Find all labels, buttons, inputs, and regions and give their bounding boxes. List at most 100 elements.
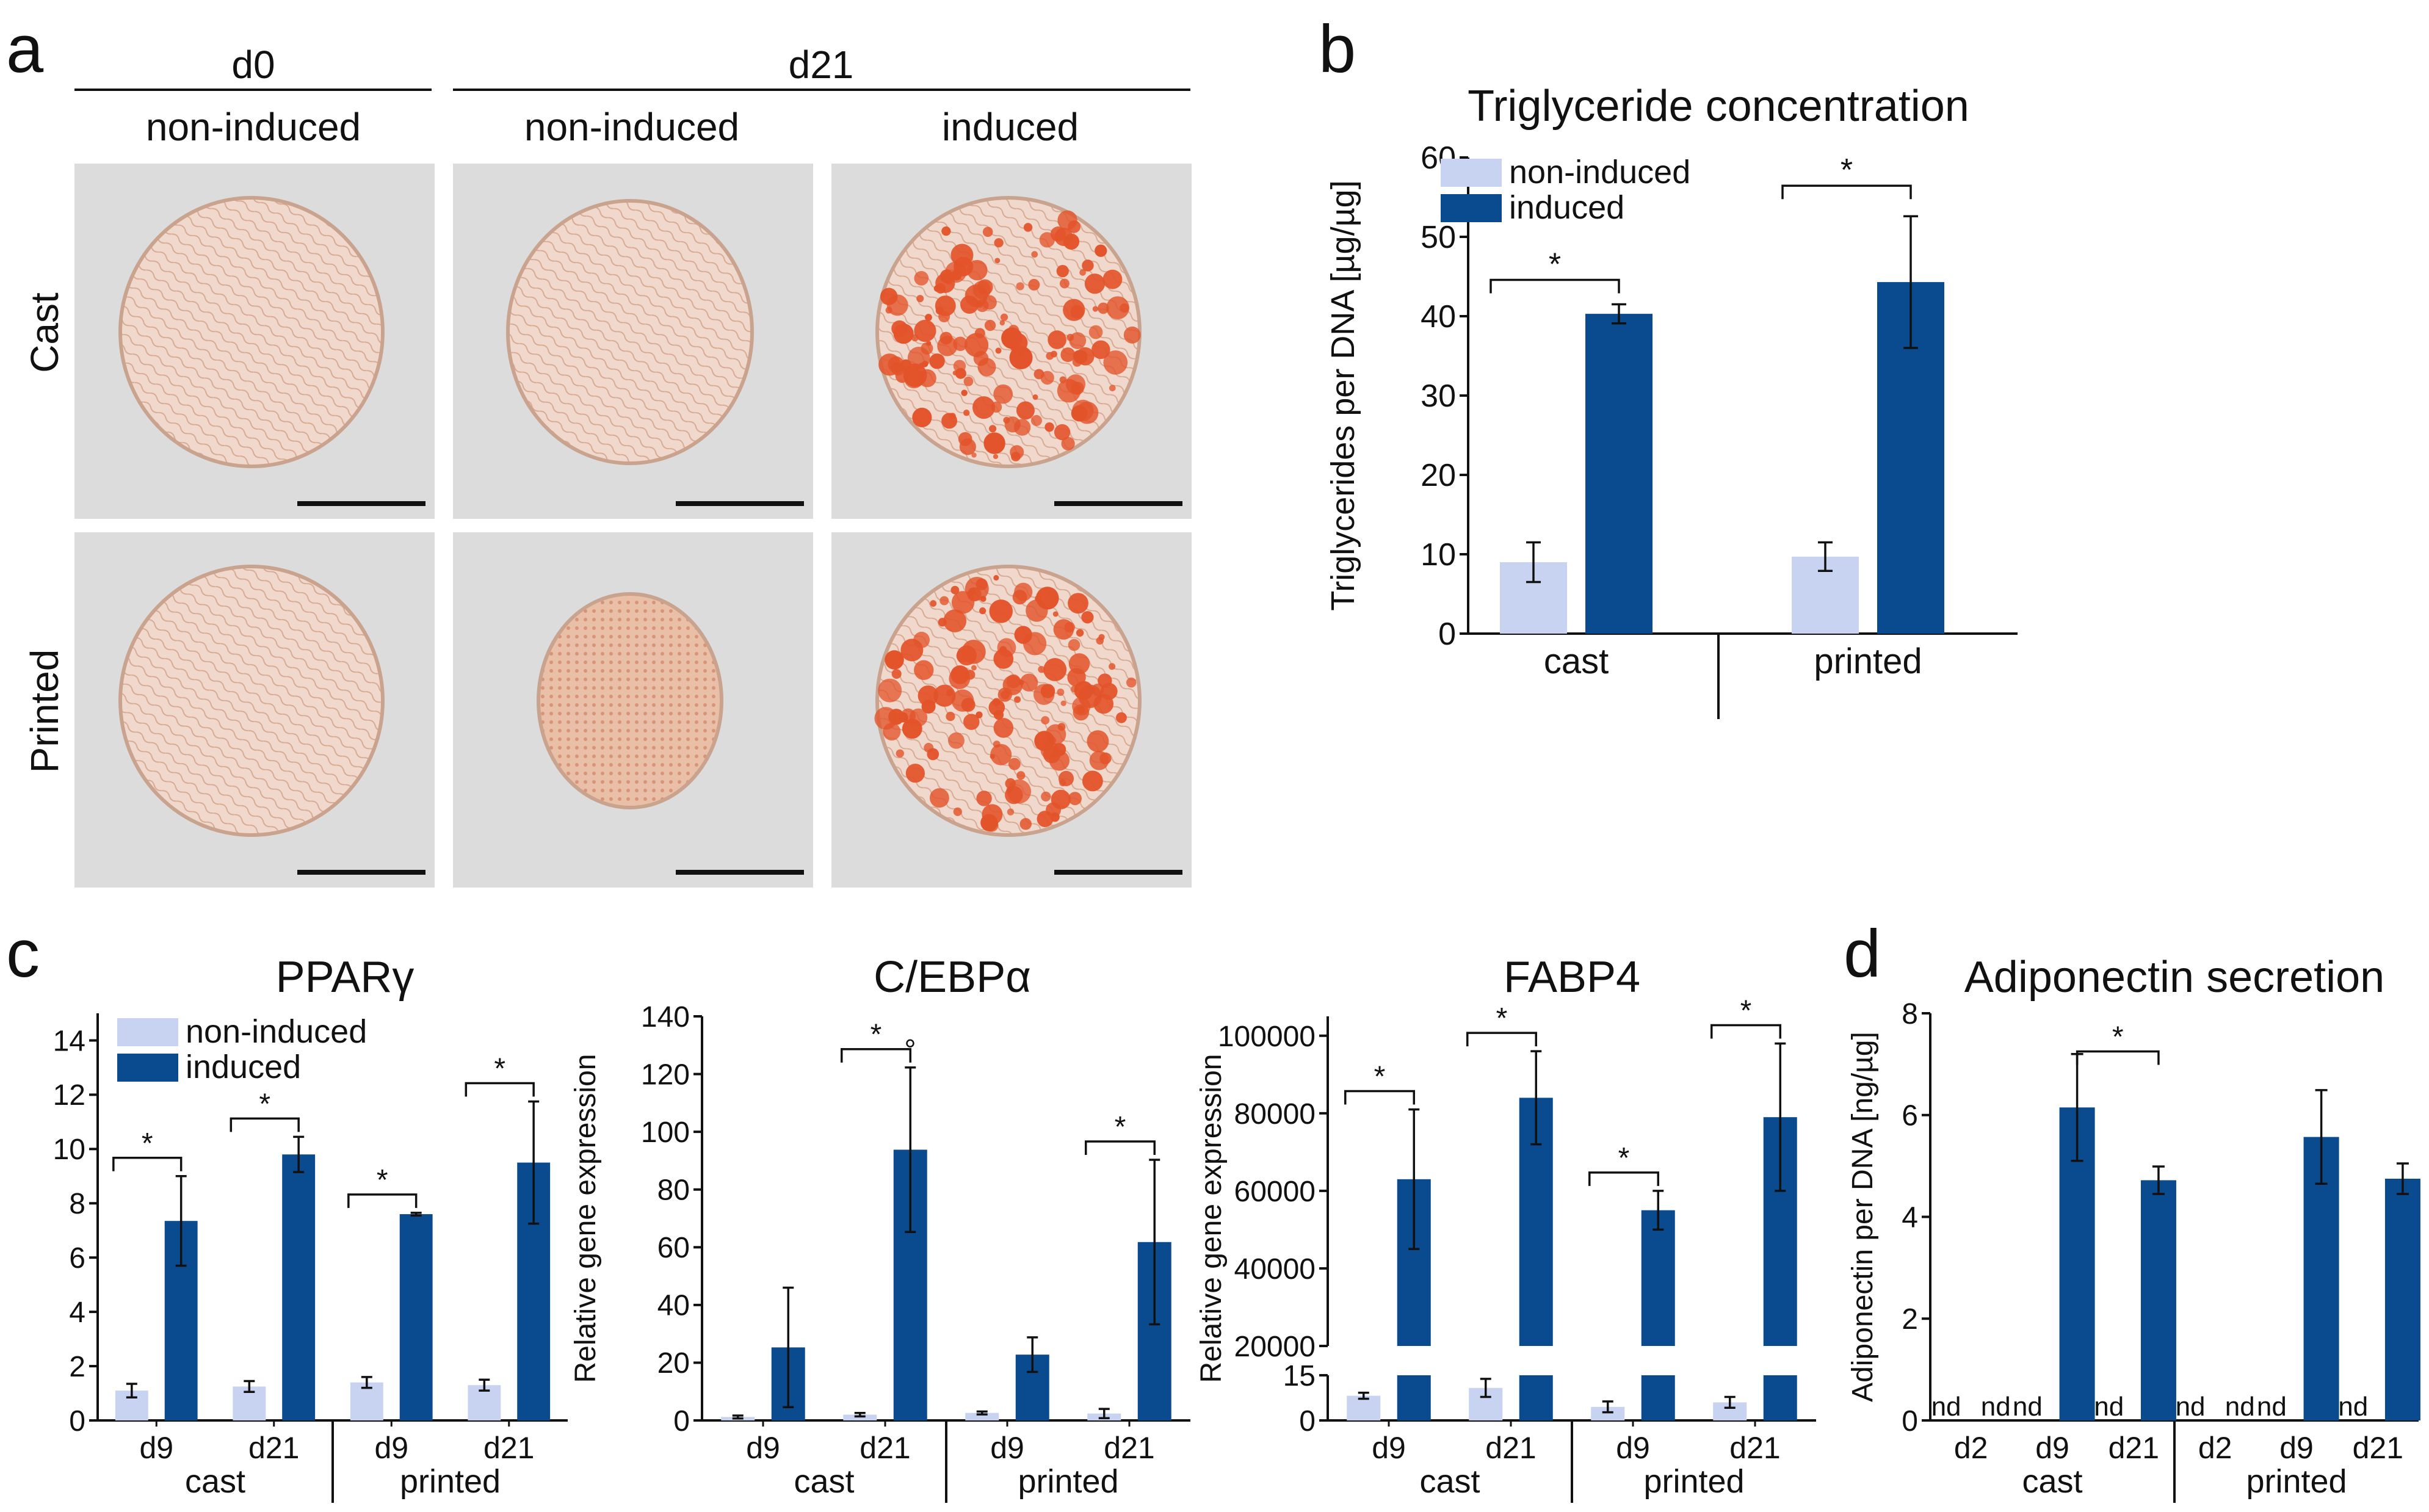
lipid-droplet [963, 410, 970, 416]
lipid-droplet [1082, 770, 1103, 792]
bar-non-induced [843, 1414, 877, 1420]
significance-bracket [1490, 278, 1620, 294]
lipid-droplet [1054, 228, 1073, 247]
legend-swatch [117, 1018, 178, 1046]
nd-label: nd [1981, 1392, 2011, 1422]
nd-label: nd [2225, 1392, 2255, 1422]
lipid-droplet [1059, 278, 1070, 289]
lipid-droplet [992, 698, 1001, 706]
x-tick-label: d9 [2035, 1431, 2069, 1465]
lipid-droplet [1109, 385, 1116, 392]
panel-letter-a: a [6, 12, 44, 87]
y-tick-label: 10 [1421, 537, 1456, 573]
legend-label: induced [186, 1049, 301, 1085]
lipid-droplet [1095, 244, 1107, 257]
lipid-droplet [919, 363, 924, 368]
lipid-droplet [1056, 264, 1069, 278]
y-axis-label: Triglycerides per DNA [µg/µg] [1325, 180, 1361, 610]
y-tick-label: 120 [641, 1058, 690, 1091]
y-tick-label: 20 [1421, 458, 1456, 493]
lipid-droplet [1052, 611, 1059, 617]
lipid-droplet [1100, 682, 1118, 700]
significance-star: * [1496, 1002, 1508, 1035]
nd-label: nd [2013, 1392, 2043, 1422]
lipid-droplet [888, 709, 905, 725]
lipid-droplet [1026, 599, 1048, 622]
lipid-droplet [945, 261, 967, 283]
lipid-droplet [968, 587, 976, 595]
lipid-droplet [1019, 818, 1032, 830]
lipid-droplet [1082, 259, 1094, 272]
y-tick-label: 60000 [1234, 1176, 1316, 1208]
chart-ppar: PPARγRelative gene expression02468101214… [53, 953, 568, 1503]
y-tick-label: 2 [69, 1351, 85, 1383]
lipid-droplet [1036, 592, 1042, 599]
lipid-droplet [946, 712, 955, 722]
outlier-marker: ° [904, 1035, 916, 1067]
significance-bracket [2076, 1050, 2160, 1065]
lipid-droplet [1068, 220, 1081, 233]
spheroid-r0-c1 [506, 199, 754, 465]
y-tick-label: 0 [69, 1405, 85, 1438]
bar-non-induced [965, 1413, 999, 1420]
lipid-droplet [989, 425, 997, 433]
lipid-droplet [990, 743, 1012, 765]
nd-label: nd [2094, 1392, 2124, 1422]
bar-induced [2384, 1178, 2420, 1420]
legend-swatch [1441, 159, 1502, 187]
lipid-droplet [1019, 673, 1038, 692]
lipid-droplet [1067, 668, 1086, 687]
row-label-printed: Printed [23, 649, 67, 773]
lipid-droplet [1065, 374, 1086, 394]
lipid-droplet [1008, 333, 1028, 353]
lipid-droplet [1023, 223, 1033, 232]
lipid-droplet [963, 714, 980, 730]
lipid-droplet [914, 319, 936, 342]
x-tick-label: d9 [1372, 1431, 1406, 1465]
lipid-droplet [896, 749, 904, 758]
lipid-droplet [933, 285, 941, 292]
lipid-droplet [902, 718, 922, 739]
lipid-droplet [1126, 677, 1137, 688]
lipid-droplet [1037, 811, 1054, 828]
lipid-droplet [935, 295, 956, 317]
significance-bracket [465, 1082, 535, 1097]
lipid-droplet [961, 640, 986, 664]
lipid-droplet [913, 631, 930, 648]
significance-bracket [1344, 1090, 1415, 1105]
y-tick-label: 140 [641, 1001, 690, 1033]
lipid-droplet [963, 376, 974, 386]
lipid-droplet [961, 389, 968, 396]
lipid-droplet [891, 668, 902, 679]
lipid-droplet [993, 575, 999, 581]
chart-cebpa: C/EBPα Relative gene expression 0 20 40 60 80 1… [570, 953, 1190, 1503]
lipid-droplet [933, 684, 956, 707]
bar-induced [1641, 1210, 1675, 1420]
y-axis-label: Relative gene expression [1195, 1054, 1228, 1383]
significance-star: * [1618, 1142, 1630, 1174]
lipid-droplet [1057, 688, 1065, 696]
chart-adiponectin: Adiponectin secretion Adiponectin per DNA… [1847, 953, 2420, 1503]
lipid-droplet [977, 358, 996, 377]
lipid-droplet [1096, 637, 1104, 645]
lipid-droplet [1038, 665, 1045, 673]
significance-bracket [841, 1047, 911, 1063]
lipid-droplet [1060, 700, 1066, 706]
lipid-droplet [929, 788, 949, 808]
y-tick-label: 8 [1902, 998, 1918, 1030]
y-tick-label: 0 [1438, 617, 1456, 652]
chart-title: PPARγ [276, 953, 414, 1002]
nd-label: nd [1931, 1392, 1961, 1422]
header-d0: d0 [231, 43, 275, 87]
lipid-droplet [958, 432, 972, 446]
chart-fabp4: FABP4 Relative gene expression 20000 40000 6… [1195, 953, 1819, 1503]
y-tick-label: 60 [657, 1232, 690, 1264]
lipid-droplet [1079, 269, 1086, 276]
lipid-droplet [1014, 696, 1021, 703]
lipid-droplet [965, 333, 989, 357]
lipid-droplet [1043, 658, 1067, 681]
lipid-droplet [1005, 778, 1016, 789]
lipid-droplet [1034, 731, 1055, 751]
lipid-droplet [979, 607, 986, 615]
lipid-droplet [1050, 350, 1057, 358]
